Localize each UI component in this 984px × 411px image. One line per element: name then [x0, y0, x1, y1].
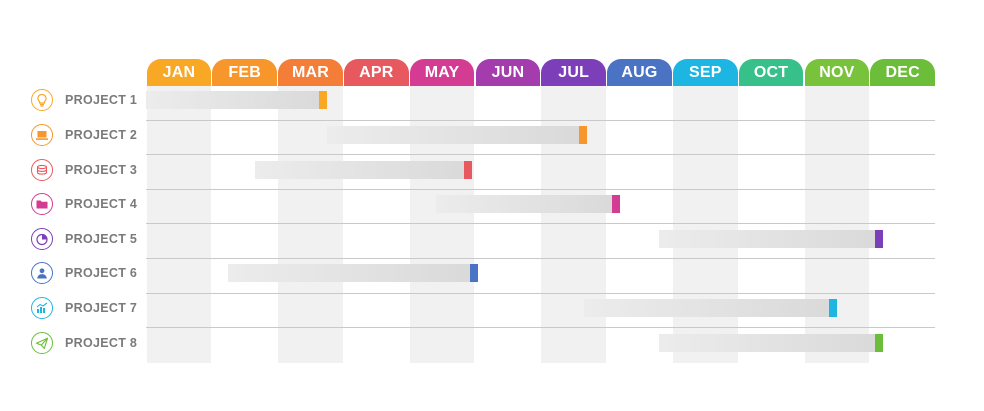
month-header-dec: DEC [870, 59, 936, 86]
task-bar[interactable] [659, 229, 883, 248]
row-divider [146, 223, 935, 225]
task-bar[interactable] [659, 333, 883, 352]
project-label: PROJECT 5 [65, 231, 138, 246]
month-header-mar: MAR [278, 59, 343, 86]
month-header-jun: JUN [475, 59, 541, 86]
month-header-aug: AUG [607, 59, 672, 86]
month-header-feb: FEB [212, 59, 278, 86]
row-divider [146, 292, 935, 294]
row-divider [146, 188, 935, 190]
row-divider [146, 258, 935, 259]
project-label: PROJECT 7 [65, 300, 138, 315]
lightbulb-icon [31, 89, 53, 112]
task-end-marker [611, 195, 620, 214]
task-end-marker [470, 264, 479, 283]
task-bar[interactable] [326, 125, 587, 144]
month-header-jan: JAN [146, 59, 212, 86]
month-header-sep: SEP [672, 59, 738, 86]
month-header-jul: JUL [541, 59, 607, 86]
person-icon [31, 262, 53, 285]
month-column-shade [804, 86, 870, 363]
task-end-marker [578, 125, 587, 144]
row-divider [146, 154, 935, 156]
task-bar[interactable] [146, 91, 327, 110]
month-header-oct: OCT [738, 59, 804, 86]
bar-chart-icon [31, 296, 53, 319]
task-end-marker [874, 229, 883, 248]
project-label: PROJECT 3 [65, 162, 138, 177]
month-column-shade [672, 86, 738, 363]
month-header-may: MAY [409, 59, 475, 86]
task-bar[interactable] [228, 264, 479, 283]
laptop-icon [31, 123, 53, 146]
project-label: PROJECT 6 [65, 266, 138, 281]
paper-plane-icon [31, 331, 53, 354]
month-header-apr: APR [343, 59, 409, 86]
folder-icon [31, 193, 53, 216]
task-end-marker [318, 91, 327, 110]
task-bar[interactable] [583, 298, 837, 317]
month-column-shade [146, 86, 212, 363]
task-end-marker [874, 333, 883, 352]
task-end-marker [828, 298, 837, 317]
task-end-marker [463, 160, 472, 179]
task-bar[interactable] [435, 195, 620, 214]
task-bar[interactable] [254, 160, 472, 179]
row-divider [146, 327, 935, 329]
project-label: PROJECT 8 [65, 335, 138, 350]
coins-icon [31, 158, 53, 181]
pie-chart-icon [31, 227, 53, 250]
project-label: PROJECT 2 [65, 127, 138, 142]
project-label: PROJECT 1 [65, 93, 138, 108]
project-label: PROJECT 4 [65, 197, 138, 212]
row-divider [146, 119, 935, 121]
month-header-nov: NOV [804, 59, 870, 86]
